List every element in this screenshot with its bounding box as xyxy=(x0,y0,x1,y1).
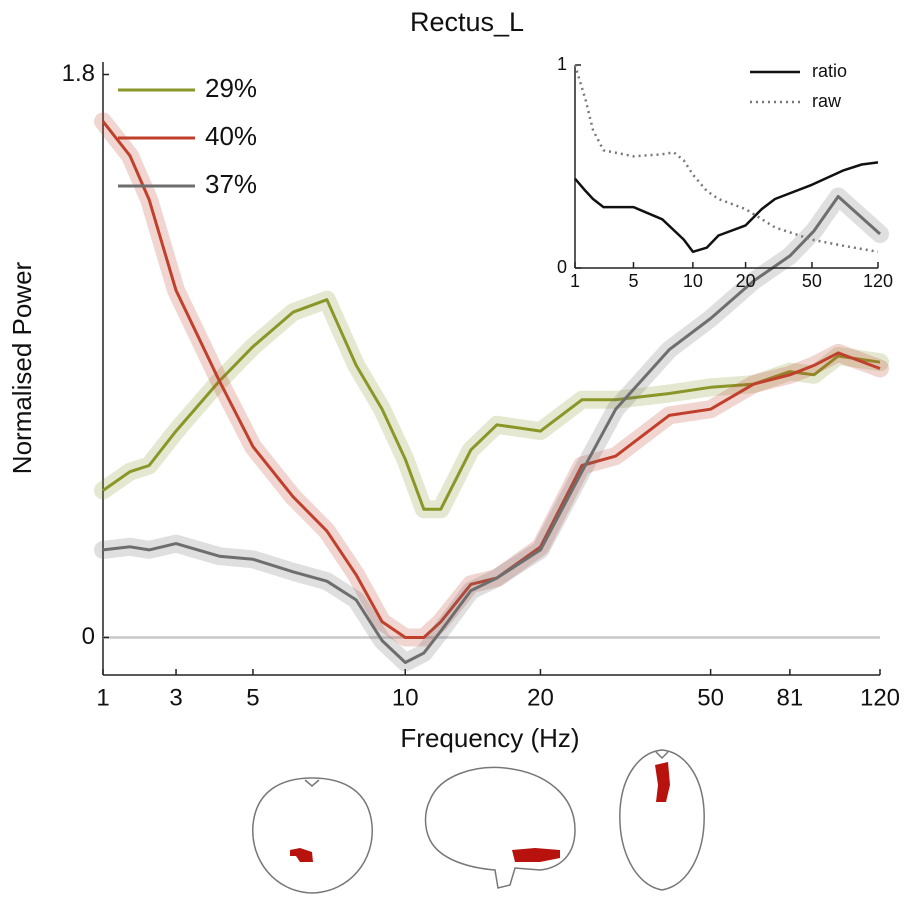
x-tick-label: 1 xyxy=(96,684,109,711)
x-tick-label: 120 xyxy=(860,684,900,711)
axial-outline xyxy=(619,749,705,891)
chart-title: Rectus_L xyxy=(410,7,524,37)
sagittal-outline xyxy=(424,766,576,889)
legend-label: 40% xyxy=(205,121,257,151)
legend-label: raw xyxy=(812,91,842,111)
y-tick-label: 0 xyxy=(82,623,95,650)
series-line xyxy=(102,298,881,511)
y-tick-label: 1 xyxy=(557,54,567,74)
legend-label: 29% xyxy=(205,73,257,103)
x-tick-label: 10 xyxy=(392,684,419,711)
x-tick-label: 10 xyxy=(683,271,703,291)
y-tick-label: 0 xyxy=(557,257,567,277)
x-tick-label: 5 xyxy=(246,684,259,711)
series-line xyxy=(102,195,882,664)
legend: 29% 40% 37% xyxy=(118,73,257,199)
sagittal-region xyxy=(512,848,560,862)
x-axis-label: Frequency (Hz) xyxy=(400,723,579,753)
x-tick-label: 20 xyxy=(527,684,554,711)
y-tick-label: 1.8 xyxy=(62,60,95,87)
coronal-outline xyxy=(252,777,373,894)
coronal-region xyxy=(290,848,313,862)
series-line xyxy=(574,161,879,254)
x-tick-label: 50 xyxy=(802,271,822,291)
legend: ratio raw xyxy=(750,61,847,111)
legend-label: 37% xyxy=(205,169,257,199)
axial-region xyxy=(655,762,670,802)
brain-views xyxy=(252,749,705,894)
x-tick-label: 81 xyxy=(777,684,804,711)
x-tick-label: 120 xyxy=(863,271,893,291)
x-tick-label: 5 xyxy=(628,271,638,291)
y-axis-label: Normalised Power xyxy=(7,261,37,474)
x-tick-label: 1 xyxy=(570,271,580,291)
error-band xyxy=(94,290,889,519)
series-line xyxy=(101,120,881,639)
x-tick-label: 3 xyxy=(169,684,182,711)
x-tick-label: 20 xyxy=(736,271,756,291)
series-line xyxy=(573,64,879,254)
legend-label: ratio xyxy=(812,61,847,81)
x-tick-label: 50 xyxy=(697,684,724,711)
